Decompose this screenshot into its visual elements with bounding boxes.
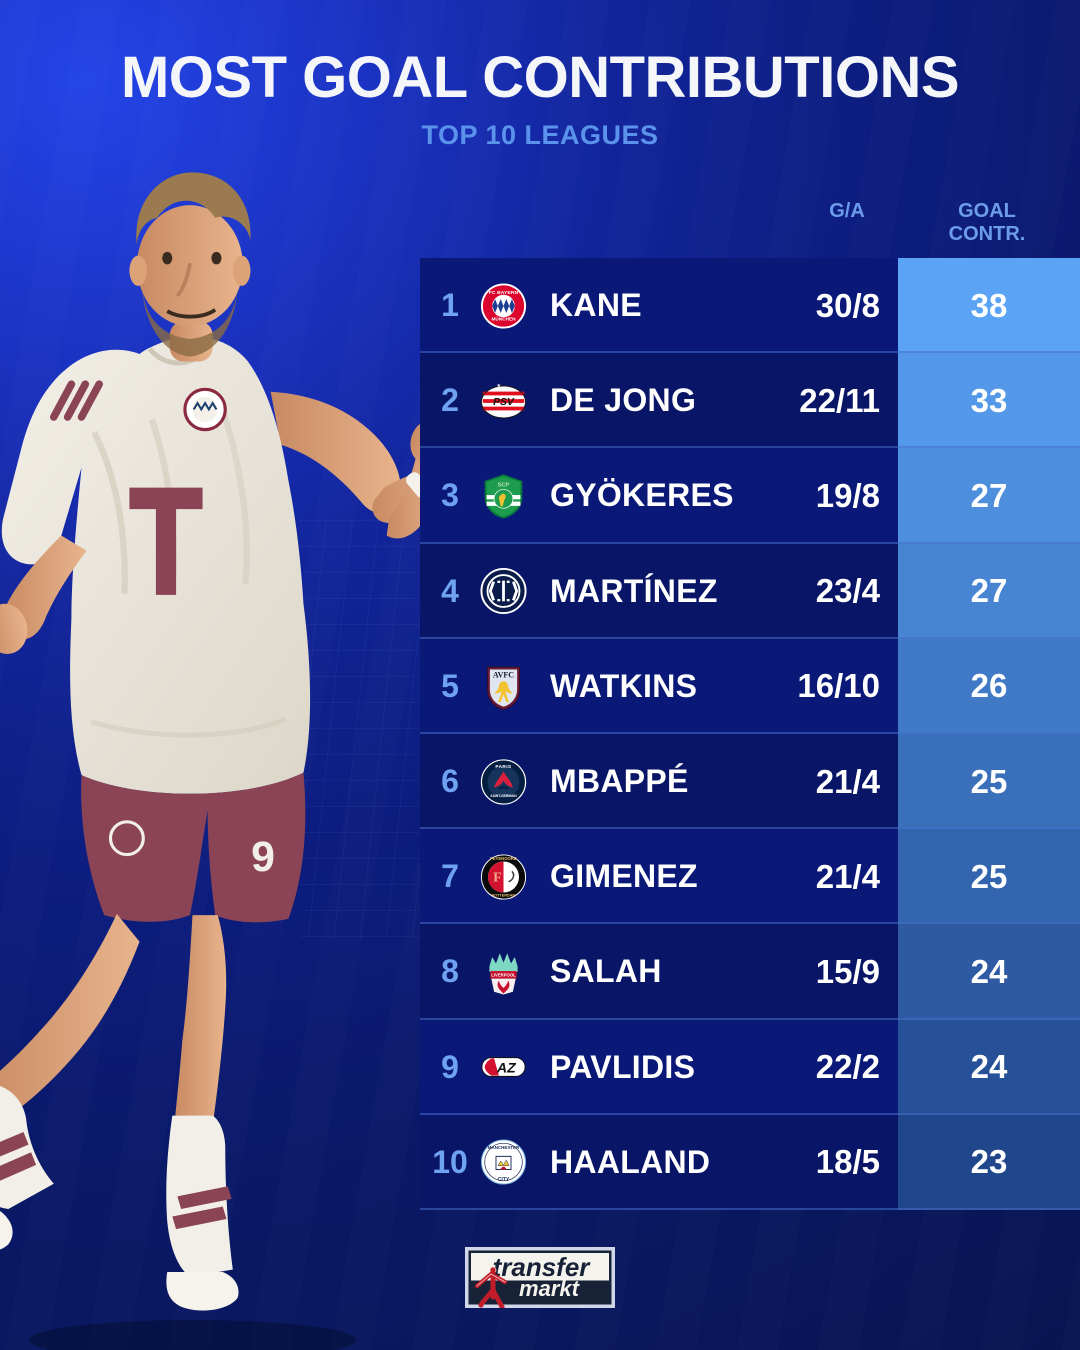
- svg-text:AZ: AZ: [496, 1060, 517, 1076]
- svg-text:9: 9: [251, 833, 275, 881]
- svg-text:CITY: CITY: [498, 1177, 510, 1183]
- svg-text:F: F: [493, 869, 502, 885]
- svg-text:markt: markt: [519, 1276, 581, 1301]
- svg-text:FC BAYERN: FC BAYERN: [489, 289, 519, 295]
- svg-text:FEYENOORD: FEYENOORD: [490, 856, 517, 861]
- svg-text:PARIS: PARIS: [495, 763, 511, 768]
- svg-text:MÜNCHEN: MÜNCHEN: [492, 315, 517, 321]
- svg-text:ROTTERDAM: ROTTERDAM: [492, 894, 516, 898]
- svg-text:SAINT-GERMAIN: SAINT-GERMAIN: [490, 794, 517, 798]
- svg-text:MANCHESTER: MANCHESTER: [488, 1145, 520, 1150]
- svg-text:★: ★: [496, 383, 501, 389]
- svg-text:LIVERPOOL: LIVERPOOL: [491, 973, 516, 978]
- svg-text:SCP: SCP: [498, 483, 510, 489]
- svg-text:PSV: PSV: [493, 397, 515, 408]
- svg-text:AVFC: AVFC: [493, 671, 514, 680]
